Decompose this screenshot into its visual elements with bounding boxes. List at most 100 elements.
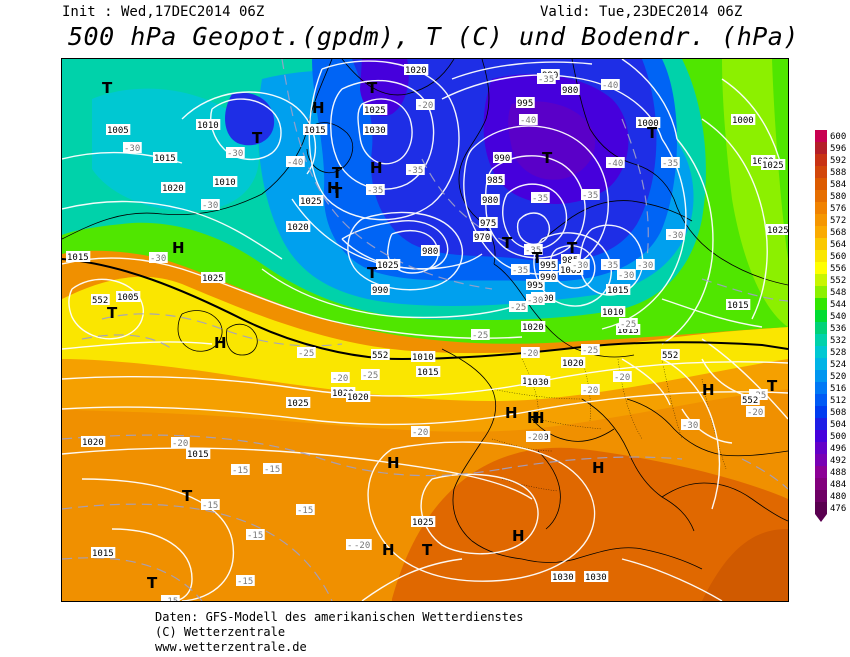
isobar-label: 1015	[607, 286, 629, 296]
legend-swatch	[815, 238, 827, 250]
high-pressure-marker: H	[327, 179, 340, 197]
high-pressure-marker: H	[214, 334, 227, 352]
isobar-label-box	[561, 357, 586, 368]
isotherm-label-box	[531, 192, 550, 203]
blue-core-west	[225, 92, 275, 146]
isobar-label-box	[299, 195, 324, 206]
isotherm-label-box	[296, 504, 315, 515]
isobar-label: 1015	[92, 549, 114, 559]
isotherm-label: -20	[582, 386, 598, 396]
isotherm-label-box	[581, 384, 600, 395]
isotherms	[62, 59, 788, 601]
isobar-label-box	[411, 516, 436, 527]
legend-swatch	[815, 166, 827, 178]
isobar-label-box	[521, 321, 546, 332]
isotherm-label: -40	[602, 81, 618, 91]
high-pressure-marker: H	[312, 99, 325, 117]
temperature-labels: -35-40-20-35-30-40-30-35-30-40-35-35-35-…	[123, 73, 768, 601]
legend-swatch	[815, 346, 827, 358]
isobars	[62, 59, 788, 601]
legend-swatch	[815, 190, 827, 202]
isobar-label: 1025	[287, 399, 309, 409]
isotherm-label: -20	[527, 433, 543, 443]
isotherm-label: -20	[522, 349, 538, 359]
isobar-label: 1030	[552, 573, 574, 583]
legend-swatch	[815, 322, 827, 334]
geopotential-label-box	[371, 349, 390, 360]
isotherm-label-box	[524, 244, 543, 255]
legend-swatch	[815, 418, 827, 430]
isotherm-label: -20	[417, 101, 433, 111]
legend-label: 576	[830, 204, 847, 214]
low-pressure-marker: T	[532, 249, 543, 267]
isotherm-label-box	[353, 539, 372, 550]
isobar-label: 1000	[732, 116, 754, 126]
isobar-label-box	[213, 176, 238, 187]
legend-swatch	[815, 130, 827, 142]
legend-swatch	[815, 298, 827, 310]
isobar-label-box	[731, 114, 756, 125]
isotherm-label: -30	[150, 254, 166, 264]
isotherm-label: -20	[172, 439, 188, 449]
chart-title: 500 hPa Geopot.(gpdm), T (C) und Bodendr…	[68, 22, 799, 51]
isotherm-label-box	[661, 157, 680, 168]
isotherm-label: -30	[202, 201, 218, 211]
legend-swatch	[815, 262, 827, 274]
isotherm-label: -40	[287, 158, 303, 168]
isotherm-label: -25	[582, 346, 598, 356]
isotherm-label: -15	[237, 577, 253, 587]
legend-swatch	[815, 406, 827, 418]
isotherm-label-box	[601, 79, 620, 90]
legend-label: 596	[830, 144, 847, 154]
isobar-label: 1010	[197, 121, 219, 131]
isobar-label-box	[616, 324, 641, 335]
isotherm-label-box	[471, 329, 490, 340]
isotherm-label-box	[537, 73, 556, 84]
isotherm-label-box	[581, 189, 600, 200]
low-pressure-marker: T	[502, 234, 513, 252]
isobar-label: 1010	[214, 178, 236, 188]
isobar-label-box	[539, 271, 558, 282]
isotherm-label-box	[509, 301, 528, 312]
isotherm-label-box	[201, 499, 220, 510]
isotherm-label-box	[201, 199, 220, 210]
legend-label: 520	[830, 372, 847, 382]
isotherm-label-box	[246, 529, 265, 540]
legend-label: 568	[830, 228, 847, 238]
isobar-label-box	[526, 376, 551, 387]
isotherm-label-box	[263, 463, 282, 474]
geopotential-label-box	[661, 349, 680, 360]
low-pressure-marker: T	[332, 184, 343, 202]
legend-label: 524	[830, 360, 847, 370]
isotherm-label-box	[416, 99, 435, 110]
isobar-label-box	[726, 299, 751, 310]
isobar-label: 1020	[287, 223, 309, 233]
coastlines	[62, 59, 788, 570]
isotherm-label-box	[286, 156, 305, 167]
low-pressure-marker: T	[567, 239, 578, 257]
isobar-label: 990	[494, 154, 510, 164]
isotherm-label: -20	[747, 408, 763, 418]
legend-label: 476	[830, 504, 847, 514]
isobar-label: 1020	[82, 438, 104, 448]
legend-label: 500	[830, 432, 847, 442]
isobar-label: 985	[487, 176, 503, 186]
isotherm-label: -15	[297, 506, 313, 516]
isobar-label: 980	[562, 86, 578, 96]
isotherm-label: -35	[525, 246, 541, 256]
isotherm-label-box	[226, 147, 245, 158]
legend-swatch	[815, 310, 827, 322]
geopotential-label-box	[91, 294, 110, 305]
isotherm-label-box	[681, 419, 700, 430]
isobar-label: 1010	[412, 353, 434, 363]
isobar-label: 1020	[162, 184, 184, 194]
isotherm-label: -35	[582, 191, 598, 201]
isobar-label-box	[66, 251, 91, 262]
isotherm-label-box	[406, 164, 425, 175]
isobar-label: 1015	[727, 301, 749, 311]
legend-label: 544	[830, 300, 847, 310]
color-scale-legend	[815, 130, 827, 522]
geopotential-label: 552	[662, 351, 678, 361]
isotherm-label: -35	[367, 186, 383, 196]
isobar-label-box	[303, 124, 328, 135]
